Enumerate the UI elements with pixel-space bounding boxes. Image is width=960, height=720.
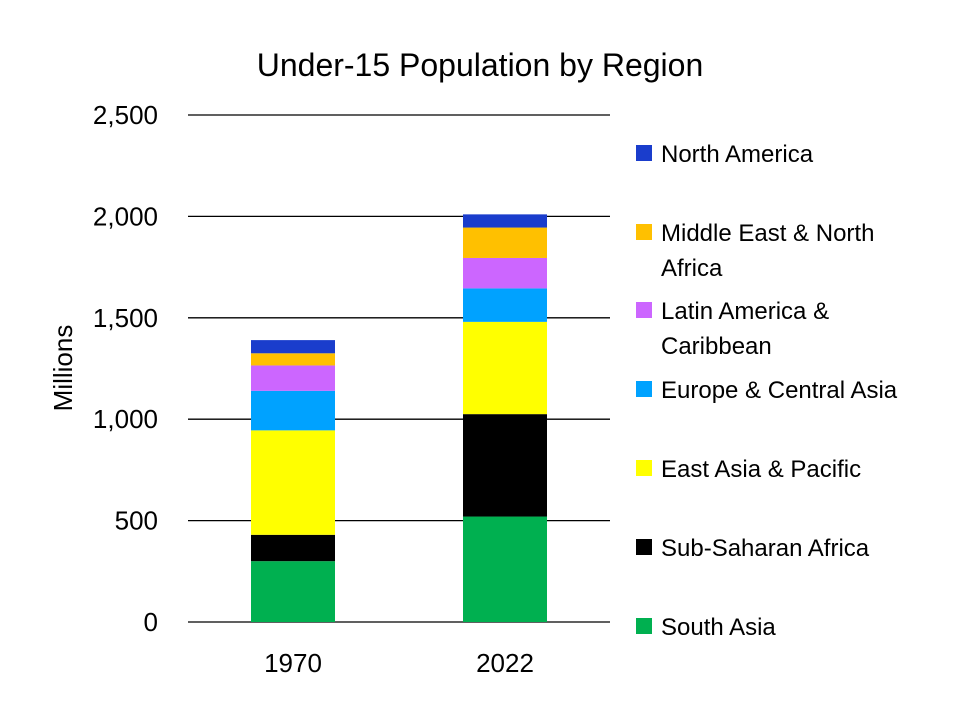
bar-segment-1970-east-asia-pacific — [251, 430, 335, 535]
legend-label-south-asia: South Asia — [661, 614, 776, 641]
bars — [251, 214, 547, 622]
legend-swatch-east-asia-pacific — [636, 460, 652, 476]
chart-title: Under-15 Population by Region — [257, 47, 704, 83]
legend-label-line: Latin America & — [661, 298, 829, 325]
x-axis-ticks: 1970 2022 — [264, 648, 534, 678]
y-tick-label: 1,500 — [93, 303, 158, 333]
legend-swatch-sub-saharan-africa — [636, 539, 652, 555]
legend-swatch-europe-central-asia — [636, 381, 652, 397]
legend-label-line: Sub-Saharan Africa — [661, 535, 870, 562]
y-tick-label: 0 — [144, 607, 158, 637]
bar-segment-2022-sub-saharan-africa — [463, 414, 547, 517]
bar-segment-2022-east-asia-pacific — [463, 321, 547, 415]
bar-segment-2022-south-asia — [463, 516, 547, 622]
legend-label-sub-saharan-africa: Sub-Saharan Africa — [661, 535, 870, 562]
y-axis-ticks: 0 500 1,000 1,500 2,000 2,500 — [93, 100, 158, 637]
bar-segment-1970-europe-central-asia — [251, 390, 335, 431]
legend-label-north-america: North America — [661, 141, 814, 168]
x-tick-label: 1970 — [264, 648, 322, 678]
bar-segment-2022-latin-america-caribbean — [463, 257, 547, 289]
x-tick-label: 2022 — [476, 648, 534, 678]
legend-label-line: Caribbean — [661, 333, 772, 360]
y-tick-label: 2,000 — [93, 201, 158, 231]
legend-label-europe-central-asia: Europe & Central Asia — [661, 377, 898, 404]
bar-segment-1970-latin-america-caribbean — [251, 365, 335, 391]
legend-swatch-south-asia — [636, 618, 652, 634]
legend-label-line: North America — [661, 141, 814, 168]
legend-label-line: Africa — [661, 255, 723, 282]
legend-label-middle-east-north-africa: Middle East & North Africa — [661, 220, 874, 282]
bar-segment-1970-north-america — [251, 340, 335, 354]
legend-label-line: Middle East & North — [661, 220, 874, 247]
bar-segment-1970-middle-east-north-africa — [251, 353, 335, 366]
legend-label-latin-america-caribbean: Latin America & Caribbean — [661, 298, 829, 360]
legend-label-line: Europe & Central Asia — [661, 377, 898, 404]
bar-segment-2022-europe-central-asia — [463, 288, 547, 322]
legend-swatch-latin-america-caribbean — [636, 302, 652, 318]
y-axis-title: Millions — [48, 325, 78, 412]
bar-segment-2022-north-america — [463, 214, 547, 228]
legend-label-line: South Asia — [661, 614, 776, 641]
legend: North America Middle East & North Africa La… — [636, 141, 898, 641]
bar-segment-1970-sub-saharan-africa — [251, 534, 335, 562]
legend-swatch-middle-east-north-africa — [636, 224, 652, 240]
y-tick-label: 500 — [115, 506, 158, 536]
legend-label-east-asia-pacific: East Asia & Pacific — [661, 456, 861, 483]
legend-swatch-north-america — [636, 145, 652, 161]
bar-segment-2022-middle-east-north-africa — [463, 227, 547, 258]
y-tick-label: 1,000 — [93, 404, 158, 434]
y-tick-label: 2,500 — [93, 100, 158, 130]
legend-label-line: East Asia & Pacific — [661, 456, 861, 483]
bar-segment-1970-south-asia — [251, 561, 335, 622]
